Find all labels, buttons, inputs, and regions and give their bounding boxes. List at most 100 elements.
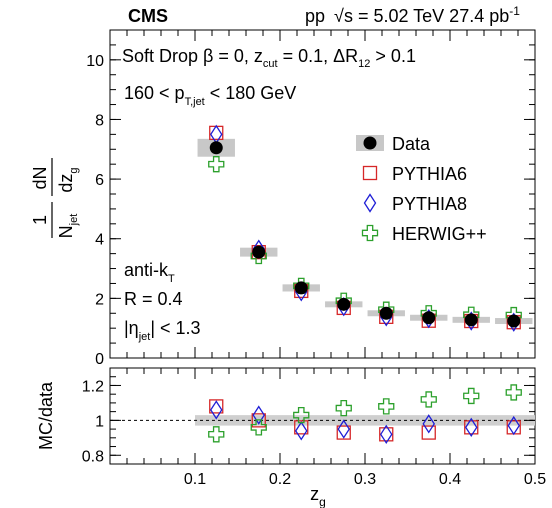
pythia8-ratio-point <box>379 424 393 445</box>
data-point-shape <box>422 311 436 325</box>
pythia8-ratio-point <box>294 421 308 441</box>
legend-marker-pythia8 <box>363 193 377 213</box>
herwig--ratio-point <box>335 399 352 417</box>
ylabel-den1: Njet <box>56 214 80 239</box>
top-y-tick-label: 4 <box>95 232 104 249</box>
herwig--ratio-point <box>378 398 395 415</box>
herwig--ratio-point-shape <box>378 398 395 415</box>
data-point <box>464 313 478 327</box>
data-point <box>379 306 393 320</box>
pythia8-ratio-point <box>422 414 436 434</box>
pythia8-ratio-point <box>252 405 266 425</box>
cms-label: CMS <box>128 6 168 26</box>
legend-marker-herwig- <box>361 224 379 242</box>
pythia8-ratio-point-shape <box>294 421 308 441</box>
legend-label-herwig-: HERWIG++ <box>392 224 487 244</box>
pythia6-ratio-point <box>464 420 479 435</box>
top-y-tick-label: 2 <box>95 291 104 308</box>
pythia8-ratio-point-shape <box>379 424 393 445</box>
pythia6-ratio-point <box>379 427 394 442</box>
radius-annotation: R = 0.4 <box>124 289 183 309</box>
x-axis-label: zg <box>310 484 326 508</box>
data-point <box>337 297 351 311</box>
eta-annotation: |ηjet| < 1.3 <box>124 318 201 343</box>
herwig--ratio-point <box>505 384 522 401</box>
data-point <box>507 314 521 328</box>
ylabel-num1: 1 <box>30 215 50 225</box>
data-point-shape <box>294 281 308 295</box>
pythia6-ratio-point <box>209 399 224 414</box>
herwig--ratio-point-shape <box>505 384 522 401</box>
data-point-shape <box>252 245 266 259</box>
pythia6-ratio-point-shape <box>294 420 309 435</box>
top-y-axis-label: 1 Njet dN dzg <box>30 158 80 238</box>
pythia6-ratio-point-shape <box>251 413 266 428</box>
x-tick-label: 0.4 <box>439 471 461 488</box>
ratio-y-tick-label: 0.8 <box>82 448 104 465</box>
ratio-axes: 0.8 1 1.2 0.1 0.2 0.3 0.4 0.5 <box>82 367 546 488</box>
data-point-shape <box>507 314 521 328</box>
legend-marker-data-shape <box>363 136 377 150</box>
pythia8-ratio-point-shape <box>209 400 223 420</box>
pythia6-ratio-point-shape <box>336 425 351 440</box>
herwig--ratio-point-shape <box>250 419 267 436</box>
data-point <box>252 245 266 259</box>
legend: Data PYTHIA6 PYTHIA8 HERWIG++ <box>356 134 487 244</box>
pythia8-ratio-point <box>507 415 521 436</box>
pythia8-ratio-point <box>337 419 351 439</box>
data-point-shape <box>209 141 223 155</box>
x-tick-label: 0.2 <box>269 471 291 488</box>
legend-label-pythia8: PYTHIA8 <box>392 194 467 214</box>
data-point <box>294 281 308 295</box>
herwig--ratio-point-shape <box>420 391 437 408</box>
energy-prefix: pp <box>305 6 325 26</box>
herwig--ratio-point <box>250 419 267 436</box>
pythia8-ratio-point-shape <box>252 405 266 425</box>
x-tick-label: 0.5 <box>524 471 546 488</box>
legend-marker-pythia6 <box>362 165 378 181</box>
algorithm-annotation: anti-kT <box>124 260 175 285</box>
data-point <box>209 141 223 155</box>
ratio-y-tick-label: 1.2 <box>82 378 104 395</box>
top-y-tick-label: 0 <box>95 351 104 368</box>
top-y-tick-label: 10 <box>86 53 104 70</box>
sqrt-glyph: √ <box>334 6 344 26</box>
top-y-tick-label: 8 <box>95 112 104 129</box>
energy-text: s = 5.02 TeV 27.4 pb <box>344 6 509 26</box>
ratio-y-axis-label: MC/data <box>36 381 56 450</box>
pythia8-ratio-point-shape <box>507 415 521 436</box>
pythia6-ratio-point <box>421 425 436 440</box>
pt-range-annotation: 160 < pT,jet < 180 GeV <box>124 83 296 108</box>
pythia8-ratio-point-shape <box>422 414 436 434</box>
herwig--ratio-point <box>208 426 225 443</box>
legend-label-data: Data <box>392 134 431 154</box>
top-markers <box>208 124 522 332</box>
pythia6-ratio-point <box>336 425 351 440</box>
ylabel-den2: dzg <box>56 167 80 192</box>
ratio-markers <box>208 384 522 445</box>
legend-marker-data <box>363 136 377 150</box>
pythia8-ratio-point-shape <box>464 417 478 438</box>
herwig--ratio-point-shape <box>463 387 480 405</box>
pythia6-ratio-point-shape <box>464 420 479 435</box>
legend-label-pythia6: PYTHIA6 <box>392 164 467 184</box>
herwig--point-shape <box>208 156 225 173</box>
legend-marker-herwig--shape <box>361 224 379 242</box>
pythia8-ratio-point <box>464 417 478 438</box>
herwig--ratio-point <box>463 387 480 405</box>
herwig--ratio-point-shape <box>293 406 310 424</box>
data-point <box>422 311 436 325</box>
x-tick-label: 0.1 <box>184 471 206 488</box>
pythia6-ratio-point <box>294 420 309 435</box>
x-tick-label: 0.3 <box>354 471 376 488</box>
herwig--ratio-point-shape <box>335 399 352 417</box>
energy-lumi-label: pp √s = 5.02 TeV 27.4 pb-1 <box>305 4 520 26</box>
data-point-shape <box>337 297 351 311</box>
lumi-exponent: -1 <box>509 4 520 18</box>
ylabel-num2: dN <box>30 166 50 189</box>
pythia6-ratio-point-shape <box>379 427 394 442</box>
herwig--point <box>208 156 225 173</box>
legend-marker-pythia8-shape <box>363 193 377 213</box>
pythia6-ratio-point-shape <box>209 399 224 414</box>
